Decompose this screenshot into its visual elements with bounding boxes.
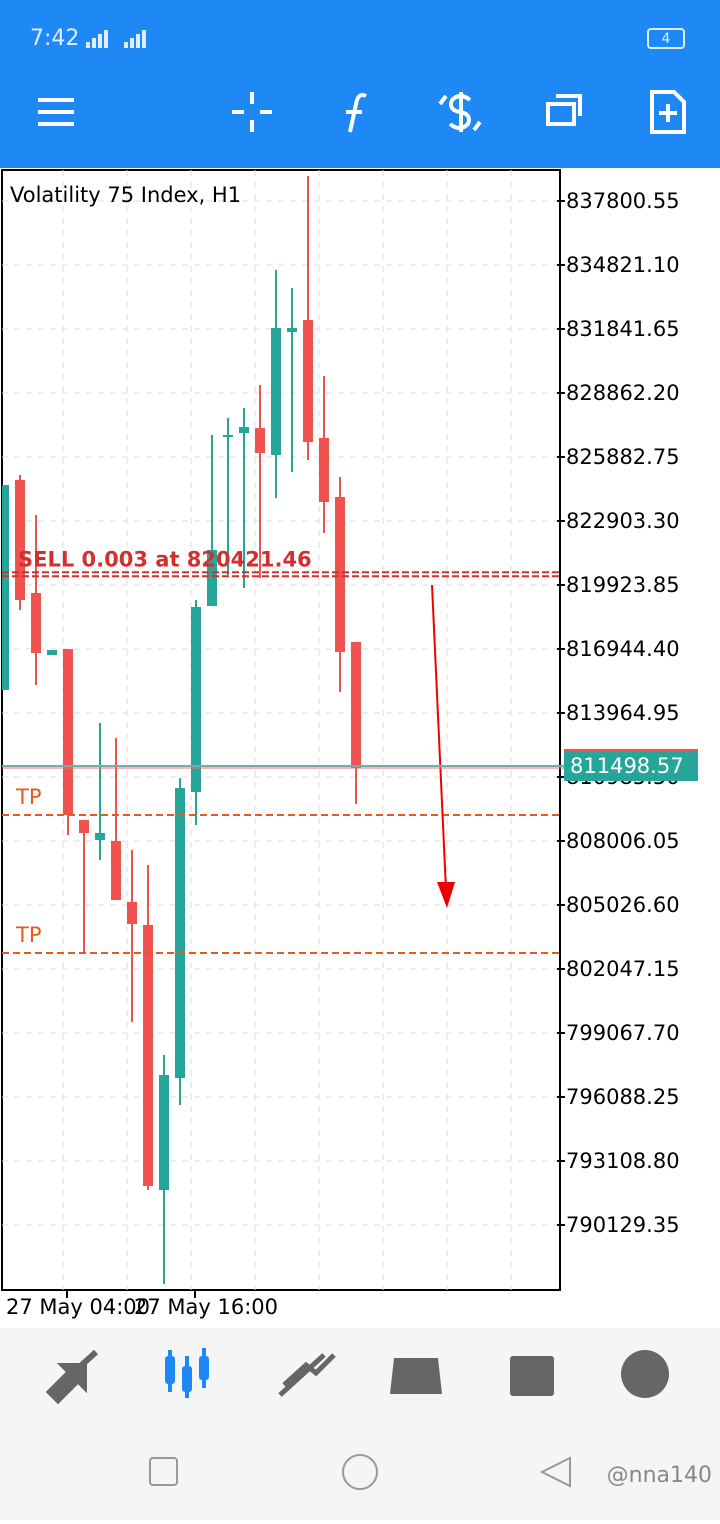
- chart-title: Volatility 75 Index, H1: [10, 183, 241, 207]
- windows-button[interactable]: [546, 94, 582, 126]
- y-tick-label: 816944.40: [566, 637, 680, 661]
- candle-body: [335, 496, 345, 652]
- y-tick-label: 819923.85: [566, 573, 680, 597]
- y-tick-label: 793108.80: [566, 1149, 680, 1173]
- back-button[interactable]: [539, 1456, 571, 1488]
- tp-label: TP: [15, 923, 42, 947]
- y-tick-label: 813964.95: [566, 701, 680, 725]
- candle-body: [31, 593, 41, 654]
- y-tick-label: 825882.75: [566, 445, 680, 469]
- candle-body: [127, 901, 137, 924]
- candle-body: [79, 819, 89, 833]
- recent-button[interactable]: [149, 1457, 178, 1486]
- y-tick-label: 831841.65: [566, 317, 680, 341]
- trade-tab[interactable]: [278, 1353, 336, 1397]
- price-label: 811498.57: [570, 754, 684, 778]
- chat-tab[interactable]: [621, 1350, 669, 1398]
- candle-body: [159, 1074, 169, 1190]
- signal-icon: [86, 30, 146, 48]
- candle-body: [303, 319, 313, 443]
- candle-body: [15, 480, 25, 600]
- candle-body: [287, 327, 297, 333]
- y-tick-label: 822903.30: [566, 509, 680, 533]
- battery-level: 4: [662, 31, 671, 47]
- candle-body: [319, 437, 329, 502]
- indicators-button[interactable]: [346, 93, 367, 133]
- candle-body: [95, 832, 105, 840]
- battery: [647, 28, 685, 49]
- candle-body: [271, 327, 281, 455]
- news-tab[interactable]: [510, 1356, 554, 1396]
- candle-body: [351, 641, 361, 768]
- y-tick-label: 796088.25: [566, 1085, 680, 1109]
- y-tick-label: 802047.15: [566, 957, 680, 981]
- menu-button[interactable]: [38, 98, 74, 126]
- candle-body: [143, 924, 153, 1186]
- plot: [2, 170, 560, 1290]
- candle-body: [255, 427, 265, 454]
- candle-body: [223, 435, 233, 438]
- arrow: [431, 584, 447, 891]
- y-tick-label: 790129.35: [566, 1213, 680, 1237]
- y-tick-label: 837800.55: [566, 189, 680, 213]
- history-tab[interactable]: [390, 1358, 442, 1394]
- watermark: @nna140: [607, 1463, 712, 1488]
- toolbar[interactable]: [38, 90, 686, 134]
- bottom-nav[interactable]: [45, 1348, 669, 1405]
- trade-button[interactable]: [438, 92, 482, 132]
- sell-label: SELL 0.003 at 820421.46: [18, 547, 312, 571]
- candle-body: [63, 648, 73, 815]
- status-time: 7:42: [30, 26, 79, 51]
- candle-body: [175, 787, 185, 1078]
- system-nav[interactable]: [149, 1454, 571, 1490]
- arrowhead: [437, 882, 455, 908]
- y-tick-label: 799067.70: [566, 1021, 680, 1045]
- new-order-button[interactable]: [650, 90, 686, 134]
- y-tick-label: 834821.10: [566, 253, 680, 277]
- candle-body: [111, 840, 121, 900]
- tp-label: TP: [15, 785, 42, 809]
- x-tick-label: 27 May 04:00: [6, 1295, 150, 1319]
- chart-tab[interactable]: [165, 1348, 209, 1398]
- header: [0, 0, 720, 168]
- y-tick-label: 805026.60: [566, 893, 680, 917]
- crosshair-button[interactable]: [232, 92, 272, 132]
- y-tick-label: 808006.05: [566, 829, 680, 853]
- candle-body: [2, 485, 9, 691]
- candle-body: [47, 649, 57, 656]
- bottom-bar: [0, 1328, 720, 1520]
- price-label-box: [564, 750, 698, 781]
- y-tick-label: 828862.20: [566, 381, 680, 405]
- candle-body: [207, 549, 217, 606]
- candle-body: [191, 606, 201, 792]
- quotes-tab[interactable]: [45, 1349, 99, 1405]
- home-button[interactable]: [342, 1454, 378, 1490]
- candle-body: [239, 426, 249, 434]
- x-tick-label: 27 May 16:00: [134, 1295, 278, 1319]
